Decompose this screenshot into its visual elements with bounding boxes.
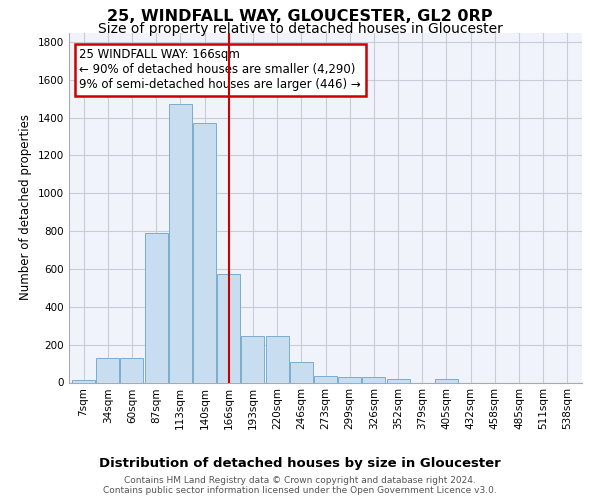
Bar — [290, 362, 313, 382]
Bar — [96, 358, 119, 382]
Bar — [314, 376, 337, 382]
Bar — [217, 274, 240, 382]
Bar — [169, 104, 192, 382]
Text: Distribution of detached houses by size in Gloucester: Distribution of detached houses by size … — [99, 458, 501, 470]
Bar — [362, 377, 385, 382]
Text: Contains public sector information licensed under the Open Government Licence v3: Contains public sector information licen… — [103, 486, 497, 495]
Text: Contains HM Land Registry data © Crown copyright and database right 2024.: Contains HM Land Registry data © Crown c… — [124, 476, 476, 485]
Text: 25, WINDFALL WAY, GLOUCESTER, GL2 0RP: 25, WINDFALL WAY, GLOUCESTER, GL2 0RP — [107, 9, 493, 24]
Bar — [72, 380, 95, 382]
Bar — [193, 124, 216, 382]
Text: Size of property relative to detached houses in Gloucester: Size of property relative to detached ho… — [98, 22, 502, 36]
Bar — [121, 358, 143, 382]
Bar — [145, 233, 167, 382]
Bar — [435, 378, 458, 382]
Bar — [386, 378, 410, 382]
Y-axis label: Number of detached properties: Number of detached properties — [19, 114, 32, 300]
Text: 25 WINDFALL WAY: 166sqm
← 90% of detached houses are smaller (4,290)
9% of semi-: 25 WINDFALL WAY: 166sqm ← 90% of detache… — [79, 48, 361, 91]
Bar — [241, 336, 265, 382]
Bar — [266, 336, 289, 382]
Bar — [338, 377, 361, 382]
